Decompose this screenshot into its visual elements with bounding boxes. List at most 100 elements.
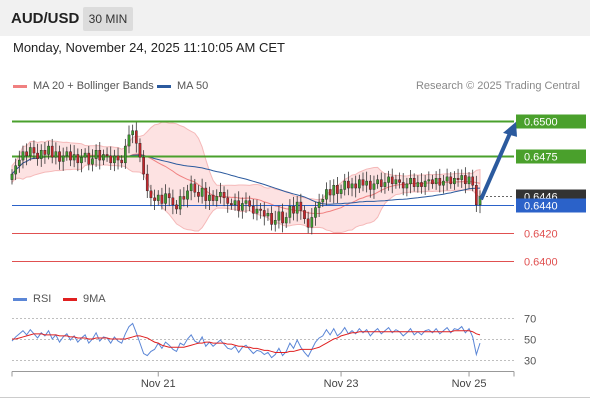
candle-body: [120, 159, 124, 164]
forecast-arrow-head: [503, 121, 517, 137]
candle-body: [160, 194, 164, 204]
candle-body: [273, 220, 277, 225]
candle-body: [372, 183, 376, 190]
level-label-0.6400: 0.6400: [524, 257, 558, 269]
level-label-0.6420: 0.6420: [524, 229, 558, 241]
candle-body: [475, 185, 478, 206]
candle-body: [138, 143, 142, 158]
candle-body: [91, 158, 94, 165]
candle-body: [398, 179, 401, 183]
candle-body: [171, 197, 175, 206]
candle-body: [292, 206, 295, 214]
candle-body: [365, 180, 368, 186]
candle-body: [266, 213, 270, 217]
candle-body: [445, 176, 449, 182]
candle-body: [65, 151, 69, 157]
candle-body: [442, 180, 445, 186]
candle-body: [219, 192, 222, 197]
candle-body: [251, 206, 255, 214]
level-tag-0.6475: [516, 149, 586, 164]
rsi-tick-50: 50: [524, 335, 536, 347]
ma9-label: 9MA: [83, 293, 106, 305]
candle-body: [233, 200, 237, 206]
candle-body: [420, 182, 423, 187]
candle-body: [401, 182, 405, 189]
candle-body: [222, 192, 226, 199]
chart-bottom-border: [0, 397, 590, 398]
candle-body: [72, 154, 76, 161]
candle-body: [431, 179, 434, 185]
candle-body: [262, 210, 266, 217]
candle-body: [164, 193, 167, 204]
level-tag-0.6440: [516, 198, 586, 213]
candle-body: [314, 207, 317, 218]
candle-body: [328, 189, 332, 196]
candle-body: [405, 183, 409, 189]
timeframe-button[interactable]: 30 MIN: [83, 7, 133, 31]
candle-body: [394, 179, 398, 185]
candle-body: [17, 159, 21, 166]
candle-body: [332, 185, 336, 196]
candle-body: [456, 178, 460, 180]
candle-body: [153, 197, 156, 201]
candle-body: [244, 200, 248, 204]
bollinger-label: MA 20 + Bollinger Bands: [33, 80, 154, 92]
rsi-tick-70: 70: [524, 314, 536, 326]
candle-body: [193, 183, 197, 193]
candle-body: [98, 150, 102, 161]
candle-body: [259, 208, 262, 211]
candle-body: [321, 199, 325, 203]
candle-body: [409, 178, 412, 185]
candle-body: [325, 189, 328, 200]
candle-body: [204, 187, 208, 201]
candle-body: [453, 178, 456, 185]
candle-body: [10, 173, 14, 180]
candle-body: [281, 211, 284, 224]
candle-body: [438, 178, 442, 186]
level-tag-0.6500: [516, 114, 586, 129]
candle-body: [317, 201, 321, 208]
candle-body: [113, 155, 116, 164]
candle-body: [131, 130, 134, 136]
candle-body: [156, 194, 160, 201]
candle-body: [58, 151, 61, 162]
candle-body: [124, 145, 127, 164]
legend-rsi: RSI: [13, 293, 51, 305]
candle-body: [76, 154, 80, 164]
chart-datetime: Monday, November 24, 2025 11:10:05 AM CE…: [13, 40, 285, 55]
candle-body: [116, 155, 120, 161]
candle-body: [303, 210, 306, 220]
candle-body: [94, 150, 98, 159]
candle-body: [379, 179, 383, 187]
candle-body: [427, 179, 431, 182]
candle-body: [197, 192, 200, 197]
candle-body: [416, 182, 420, 187]
candle-body: [80, 157, 83, 164]
candle-body: [347, 180, 350, 189]
ma9-swatch: [63, 297, 77, 301]
candle-body: [21, 151, 25, 161]
candle-body: [175, 204, 178, 210]
x-tick-label-Nov 23: Nov 23: [324, 378, 359, 390]
candle-body: [460, 175, 464, 180]
research-credit: Research © 2025 Trading Central: [415, 80, 580, 92]
candle-body: [383, 182, 387, 187]
candle-body: [449, 176, 453, 185]
candle-body: [255, 208, 259, 214]
legend-bollinger: MA 20 + Bollinger Bands: [13, 80, 154, 92]
candle-body: [343, 180, 347, 190]
candle-body: [39, 150, 43, 159]
candle-body: [336, 185, 339, 194]
candle-body: [423, 180, 427, 187]
candle-body: [299, 201, 303, 211]
candle-body: [178, 196, 182, 210]
candle-body: [83, 152, 87, 158]
candle-body: [182, 196, 186, 200]
level-label-0.6440: 0.6440: [524, 201, 558, 213]
candle-body: [142, 157, 145, 175]
candle-body: [54, 151, 58, 158]
legend-ma50: MA 50: [157, 80, 208, 92]
candle-body: [102, 154, 105, 161]
candle-body: [464, 175, 467, 185]
